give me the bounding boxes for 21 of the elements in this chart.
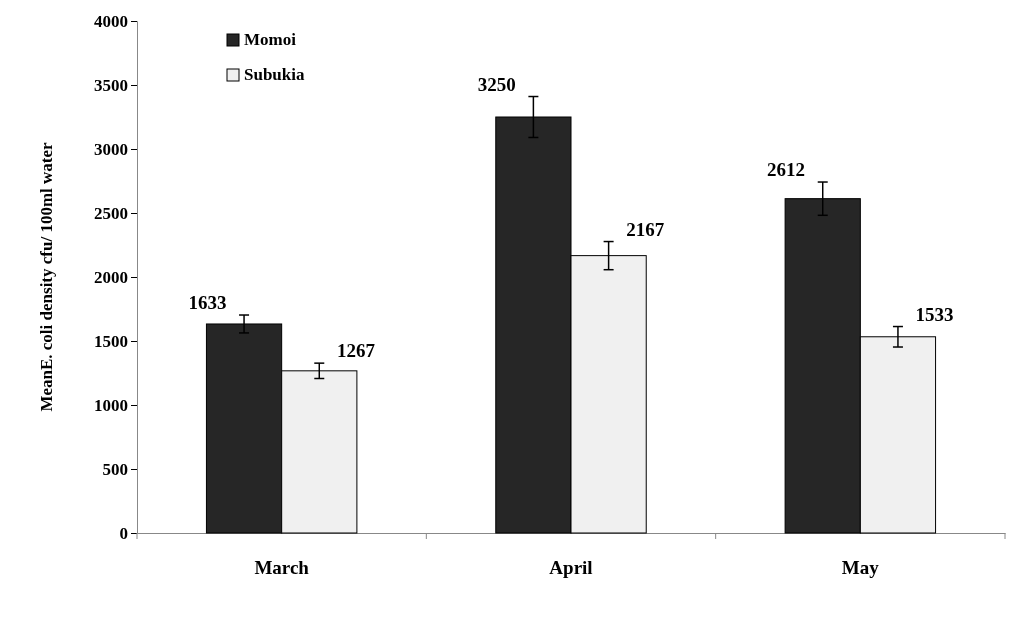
y-tick-label: 3000 [94,139,128,159]
data-label: 2612 [767,159,806,181]
y-tick-label: 3500 [94,75,128,95]
data-label: 1267 [336,340,376,362]
y-axis-title: MeanE. coli density cfu/ 100ml water [37,141,56,412]
data-label: 1633 [188,292,227,314]
x-tick-label: March [254,557,310,579]
data-label: 1533 [915,303,954,325]
y-tick-label: 500 [102,459,128,479]
y-tick-label: 2000 [94,267,128,287]
x-tick-label: April [549,557,593,579]
legend-label: Subukia [244,65,305,84]
y-tick-label: 1500 [94,331,128,351]
x-tick-label: May [841,557,880,579]
legend-label: Momoi [244,30,297,49]
data-label: 3250 [477,73,516,95]
y-tick-label: 0 [119,523,128,543]
y-tick-label: 2500 [94,203,128,223]
y-tick-label: 1000 [94,395,128,415]
data-label: 2167 [626,218,665,240]
y-tick-label: 4000 [94,11,128,31]
